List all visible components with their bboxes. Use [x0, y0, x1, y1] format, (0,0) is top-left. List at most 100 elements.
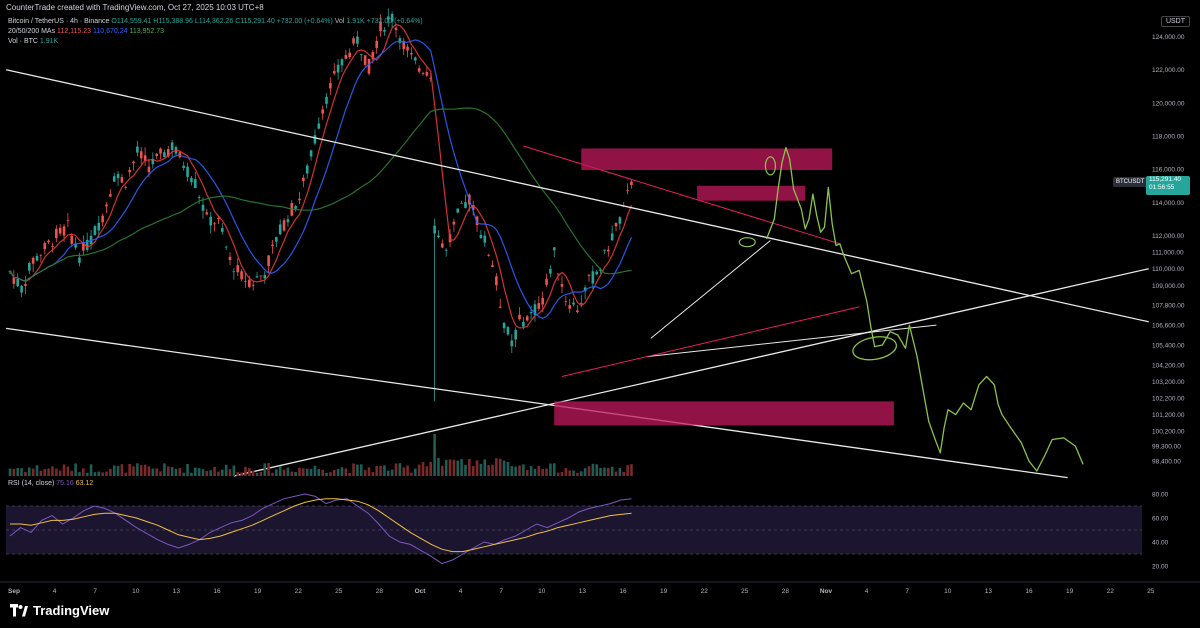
time-tick-label: 7 — [93, 588, 97, 595]
candle-body — [603, 249, 606, 251]
volume-bar — [209, 470, 213, 476]
volume-bar — [178, 468, 182, 476]
tradingview-logo[interactable]: TradingView — [10, 603, 109, 618]
projection-path — [765, 146, 1084, 472]
volume-bar — [468, 458, 471, 476]
candle-body — [618, 217, 622, 224]
volume-bar — [62, 464, 66, 476]
volume-bar — [560, 472, 564, 476]
symbol-name[interactable]: Bitcoin / TetherUS · 4h · Binance — [8, 18, 110, 25]
volume-bar — [618, 468, 622, 476]
candle-body — [190, 177, 193, 183]
time-tick-label: 19 — [660, 588, 668, 595]
price-tick-label: 110,000.00 — [1152, 266, 1184, 273]
volume-bar — [495, 458, 498, 476]
volume-bar — [502, 460, 506, 476]
candle-body — [402, 40, 406, 50]
volume-bar — [89, 464, 93, 476]
circled-area-small — [738, 237, 756, 248]
candle-body — [70, 235, 74, 244]
candle-body — [62, 226, 66, 236]
candle-body — [58, 227, 62, 234]
ma50-line — [9, 39, 633, 319]
candle-body — [491, 265, 494, 268]
candle-body — [93, 226, 97, 236]
volume-bar — [47, 468, 50, 476]
time-tick-label: 22 — [701, 588, 709, 595]
volume-legend[interactable]: Vol · BTC 1.91K — [8, 37, 58, 47]
volume-bar — [190, 472, 193, 476]
volume-bar — [506, 461, 510, 476]
volume-bar — [51, 466, 54, 476]
open-value: O114,559.41 — [111, 18, 152, 25]
price-tick-label: 118,000.00 — [1152, 134, 1184, 141]
volume-bar — [622, 471, 626, 476]
currency-selector[interactable]: USDT — [1160, 16, 1190, 27]
candle-body — [221, 228, 224, 232]
candle-body — [85, 240, 89, 250]
candle-body — [371, 52, 375, 60]
ma200-value: 113,952.73 — [129, 28, 164, 35]
candle-body — [367, 58, 371, 74]
volume-bar — [170, 467, 174, 476]
price-tick-label: 122,000.00 — [1152, 67, 1185, 74]
brand-name: TradingView — [33, 603, 110, 618]
volume-bar — [278, 466, 282, 476]
volume-bar — [132, 466, 135, 476]
candle-body — [626, 190, 629, 192]
candle-body — [498, 306, 502, 308]
time-axis: Sep 4 7 10 13 16 19 22 25 28 Oct 4 7 10 13 16 19 22 25 28 No… — [0, 581, 1200, 595]
candle-body — [444, 249, 448, 251]
candle-body — [232, 271, 236, 273]
volume-bar — [182, 472, 185, 476]
volume-bar — [259, 472, 263, 476]
volume-bar — [421, 462, 425, 476]
candle-body — [375, 41, 378, 48]
candle-body — [421, 73, 425, 74]
volume-bar — [120, 464, 124, 476]
candle-body — [398, 38, 402, 43]
volume-bar — [251, 470, 255, 476]
volume-bar — [66, 466, 70, 476]
time-tick-label: 13 — [985, 588, 993, 595]
candle-body — [275, 237, 278, 242]
volume-bar — [417, 464, 421, 476]
candle-body — [464, 202, 467, 208]
volume-bar — [367, 467, 371, 476]
volume-bar — [386, 470, 390, 476]
low-value: L114,362.26 — [194, 18, 234, 25]
price-tick-label: 111,000.00 — [1152, 250, 1184, 257]
candle-body — [271, 244, 274, 247]
ma-legend[interactable]: 20/50/200 MAs 112,115.23 110,670.24 113,… — [8, 27, 164, 37]
rsi-tick-label: 40.00 — [1152, 540, 1169, 547]
candle-body — [417, 68, 421, 72]
candle-body — [186, 166, 189, 177]
supply-zone-upper — [581, 148, 833, 171]
volume-bar — [568, 470, 571, 476]
volume-bar — [491, 464, 494, 476]
volume-bar — [329, 472, 332, 476]
price-axis: 124,000.00 122,000.00 120,000.00 118,000.00… — [1152, 34, 1185, 466]
candle-body — [568, 305, 571, 309]
price-tick-label: 104,200.00 — [1152, 362, 1185, 369]
rsi-label: RSI (14, close) — [8, 480, 55, 487]
volume-bar — [174, 468, 178, 476]
time-tick-label: 22 — [295, 588, 303, 595]
volume-bar — [12, 468, 16, 476]
candle-body — [456, 208, 460, 213]
time-tick-label: 4 — [865, 588, 869, 595]
candle-body — [386, 16, 390, 20]
rsi-legend[interactable]: RSI (14, close) 75.16 63.12 — [8, 480, 93, 487]
volume-bar — [398, 463, 402, 476]
volume-bar — [425, 466, 429, 476]
price-tick-label: 120,000.00 — [1152, 100, 1185, 107]
candle-body — [282, 220, 286, 231]
volume-bar — [583, 468, 587, 476]
price-tick-label: 112,000.00 — [1152, 233, 1184, 240]
candle-body — [471, 205, 475, 210]
candle-body — [97, 222, 101, 231]
candle-body — [12, 277, 16, 284]
candle-body — [610, 233, 614, 241]
volume-bar — [626, 465, 629, 476]
